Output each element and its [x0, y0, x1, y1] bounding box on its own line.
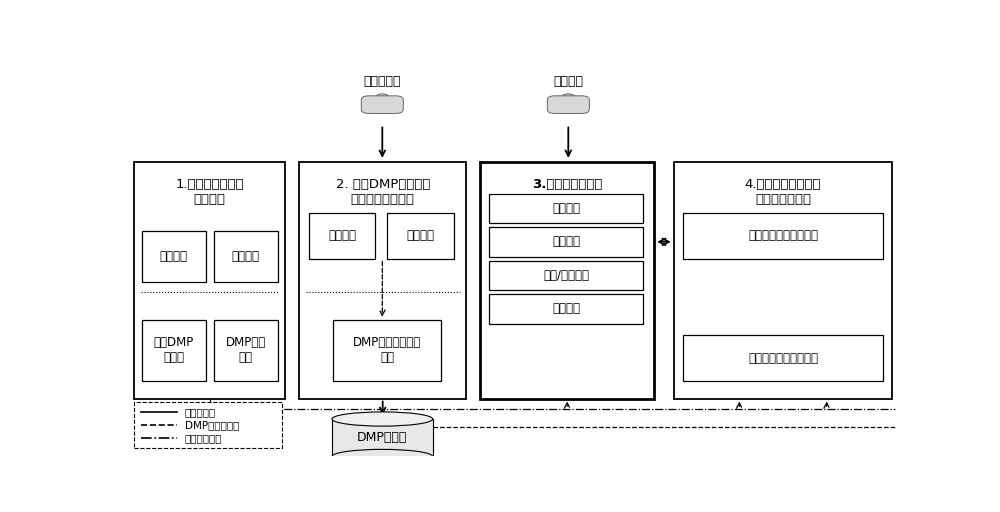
- Bar: [480, 162, 654, 398]
- Ellipse shape: [561, 94, 575, 102]
- Bar: [489, 294, 643, 324]
- Bar: [332, 419, 433, 457]
- Text: 量化DMP
元数据: 量化DMP 元数据: [154, 336, 194, 364]
- Text: 批量导入: 批量导入: [406, 229, 434, 242]
- Text: 3.数据管理规约控
制点触发植入: 3.数据管理规约控 制点触发植入: [532, 178, 602, 205]
- Text: DMP数据系统校验
审核: DMP数据系统校验 审核: [353, 336, 421, 364]
- Ellipse shape: [375, 94, 389, 102]
- Text: 1.方法相关模型与
规范设计: 1.方法相关模型与 规范设计: [176, 178, 244, 205]
- Text: DMP描述
语言: DMP描述 语言: [226, 336, 266, 364]
- Bar: [214, 319, 278, 381]
- FancyBboxPatch shape: [547, 96, 589, 114]
- Bar: [299, 162, 466, 398]
- Text: 组织内容: 组织内容: [552, 236, 580, 248]
- Ellipse shape: [332, 412, 433, 426]
- Text: 界面录入: 界面录入: [328, 229, 356, 242]
- Bar: [683, 213, 883, 259]
- Text: 功能控制: 功能控制: [552, 302, 580, 315]
- FancyBboxPatch shape: [361, 96, 403, 114]
- Bar: [387, 213, 454, 259]
- Text: 2. 量化DMP实例数据
录入、校验和保存: 2. 量化DMP实例数据 录入、校验和保存: [336, 178, 430, 205]
- Bar: [134, 402, 282, 448]
- Text: 数据管理控制引擎实现: 数据管理控制引擎实现: [748, 352, 818, 365]
- Bar: [674, 162, 892, 398]
- Text: 系统管理员: 系统管理员: [364, 75, 401, 88]
- Text: 操作驱动流: 操作驱动流: [185, 408, 216, 417]
- Text: 概念模型: 概念模型: [160, 250, 188, 263]
- Bar: [309, 213, 375, 259]
- Bar: [214, 231, 278, 282]
- Bar: [683, 335, 883, 381]
- Ellipse shape: [332, 450, 433, 463]
- Bar: [333, 319, 441, 381]
- Text: DMP实例数据流: DMP实例数据流: [185, 420, 239, 430]
- Text: 规范模型约束: 规范模型约束: [185, 433, 222, 443]
- Text: 系统用户: 系统用户: [553, 75, 583, 88]
- Text: 层次模型: 层次模型: [232, 250, 260, 263]
- Bar: [489, 261, 643, 290]
- Text: 4.数据管理规约控制
引擎设计与实现: 4.数据管理规约控制 引擎设计与实现: [745, 178, 821, 205]
- Text: 时间范围: 时间范围: [552, 202, 580, 215]
- Bar: [134, 162, 285, 398]
- Text: 用户/系统声明: 用户/系统声明: [543, 269, 589, 282]
- Bar: [489, 194, 643, 223]
- Bar: [489, 227, 643, 257]
- Text: 数据管理控制引擎构成: 数据管理控制引擎构成: [748, 229, 818, 242]
- Bar: [142, 319, 206, 381]
- Text: DMP数据库: DMP数据库: [357, 431, 407, 444]
- Bar: [142, 231, 206, 282]
